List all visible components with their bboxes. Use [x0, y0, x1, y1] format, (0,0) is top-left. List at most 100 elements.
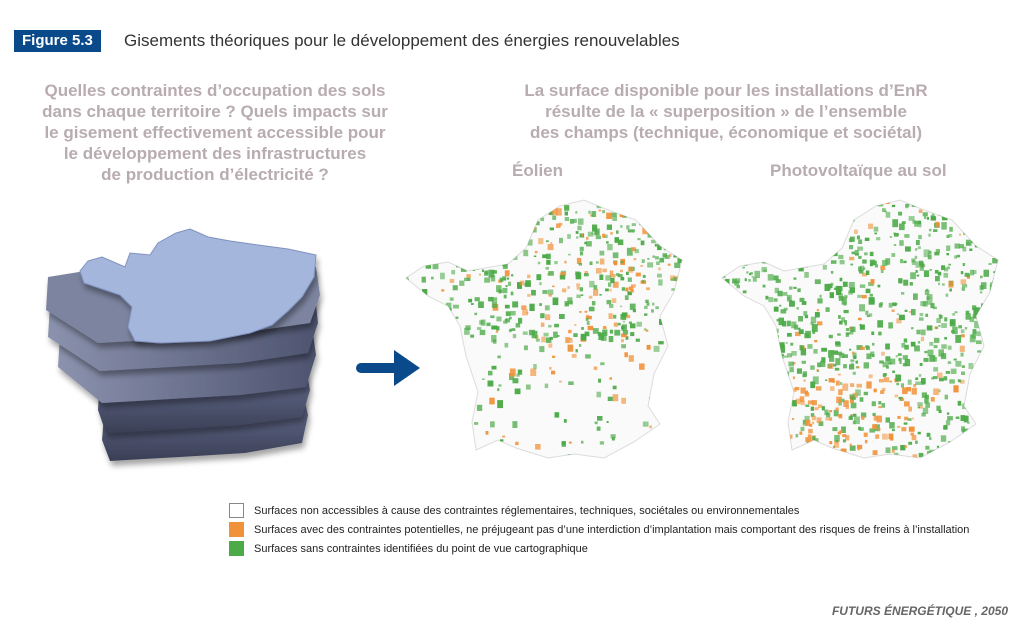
map-patch — [948, 448, 953, 454]
map-patch — [882, 433, 888, 440]
map-patch — [429, 308, 434, 312]
map-patch — [733, 411, 737, 415]
map-patch — [936, 460, 939, 464]
map-patch — [848, 416, 853, 420]
map-patch — [819, 294, 822, 298]
left-question-line: Quelles contraintes d’occupation des sol… — [44, 81, 386, 100]
map-patch — [488, 209, 494, 217]
map-patch — [606, 299, 612, 305]
map-patch — [617, 274, 623, 278]
map-patch — [632, 309, 636, 313]
map-patch — [655, 402, 660, 407]
map-patch — [474, 214, 477, 218]
map-patch — [452, 250, 457, 256]
map-patch — [831, 207, 835, 210]
map-patch — [926, 298, 933, 305]
map-patch — [526, 384, 531, 390]
map-patch — [829, 410, 833, 413]
map-patch — [474, 312, 478, 316]
map-patch — [814, 198, 817, 200]
map-patch — [583, 196, 588, 200]
map-patch — [807, 219, 812, 223]
map-patch — [982, 363, 987, 370]
map-patch — [859, 324, 865, 330]
map-patch — [406, 202, 409, 206]
map-patch — [918, 452, 924, 458]
map-patch — [610, 231, 613, 235]
map-patch — [776, 444, 782, 450]
map-patch — [542, 290, 548, 294]
map-patch — [931, 377, 934, 380]
map-patch — [920, 263, 926, 268]
map-patch — [716, 390, 721, 397]
map-patch — [731, 400, 737, 404]
map-patch — [449, 297, 454, 301]
map-patch — [993, 424, 996, 426]
map-patch — [504, 270, 510, 277]
map-patch — [977, 350, 982, 353]
map-patch — [603, 234, 608, 238]
map-patch — [547, 200, 554, 205]
map-patch — [909, 282, 913, 286]
map-patch — [913, 384, 917, 388]
map-patch — [983, 368, 987, 372]
map-patch — [632, 229, 635, 233]
map-patch — [726, 352, 732, 358]
map-patch — [858, 239, 863, 244]
map-patch — [466, 277, 471, 281]
map-patch — [602, 210, 605, 214]
map-patch — [752, 277, 757, 282]
map-patch — [859, 269, 864, 274]
map-patch — [905, 203, 910, 207]
map-patch — [748, 375, 754, 379]
map-patch — [680, 385, 682, 390]
map-patch — [760, 313, 765, 318]
map-patch — [756, 391, 759, 394]
map-patch — [856, 366, 860, 369]
map-patch — [620, 225, 623, 228]
map-patch — [452, 285, 458, 291]
map-patch — [810, 381, 816, 389]
map-patch — [956, 254, 961, 258]
map-patch — [998, 199, 1001, 203]
map-patch — [641, 259, 645, 263]
map-patch — [512, 421, 518, 428]
map-patch — [640, 464, 645, 469]
map-patch — [559, 275, 566, 280]
right-statement: La surface disponible pour les installat… — [476, 80, 976, 143]
map-patch — [818, 231, 822, 236]
map-patch — [834, 246, 839, 249]
map-patch — [722, 274, 725, 276]
map-patch — [564, 260, 567, 264]
map-patch — [773, 298, 778, 302]
map-patch — [575, 272, 582, 280]
map-patch — [943, 426, 947, 430]
map-patch — [576, 294, 581, 298]
map-patch — [414, 216, 418, 219]
map-patch — [753, 404, 760, 410]
map-patch — [716, 294, 722, 301]
map-patch — [508, 330, 512, 333]
map-patch — [604, 332, 607, 335]
map-patch — [672, 300, 677, 306]
map-patch — [897, 353, 902, 356]
map-patch — [809, 207, 814, 212]
map-patch — [815, 445, 820, 449]
map-patch — [796, 368, 802, 374]
map-patch — [811, 415, 817, 421]
map-patch — [529, 219, 535, 224]
map-patch — [949, 321, 954, 324]
map-patch — [940, 435, 947, 442]
map-patch — [539, 346, 545, 353]
map-patch — [868, 374, 873, 379]
map-patch — [986, 453, 991, 458]
map-patch — [897, 425, 901, 428]
map-patch — [596, 426, 601, 431]
map-patch — [559, 237, 563, 244]
map-patch — [863, 391, 868, 396]
map-patch — [917, 402, 923, 406]
map-patch — [980, 380, 983, 384]
map-patch — [650, 232, 654, 236]
map-patch — [729, 334, 735, 341]
map-patch — [722, 364, 724, 370]
